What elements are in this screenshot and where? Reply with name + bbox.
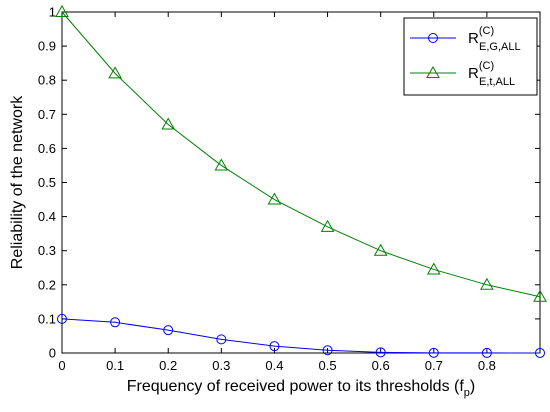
y-tick-label: 0.5 <box>38 175 56 190</box>
y-tick-label: 0.8 <box>38 73 56 88</box>
y-tick-label: 0 <box>49 346 56 361</box>
x-axis-ticks: 0 0.1 0.2 0.3 0.4 0.5 0.6 0.7 0.8 <box>58 12 496 373</box>
x-tick-label: 0.1 <box>106 358 124 373</box>
legend-label: R(C) E,G,ALL <box>468 25 521 53</box>
y-tick-label: 0.1 <box>38 311 56 326</box>
data-point <box>267 192 282 205</box>
series-2 <box>55 4 547 302</box>
data-point <box>533 289 547 302</box>
data-point <box>535 347 545 358</box>
x-tick-label: 0 <box>58 358 65 373</box>
y-axis-ticks: 0 0.1 0.2 0.3 0.4 0.5 0.6 0.7 0.8 0.9 1 <box>38 5 540 361</box>
y-tick-label: 0.3 <box>38 243 56 258</box>
data-point <box>214 158 229 171</box>
y-tick-label: 0.9 <box>38 39 56 54</box>
x-tick-label: 0.7 <box>425 358 443 373</box>
data-point <box>428 347 439 358</box>
legend-box <box>403 17 538 96</box>
y-tick-label: 0.6 <box>38 141 56 156</box>
data-point <box>57 313 67 324</box>
x-tick-label: 0.3 <box>212 358 230 373</box>
legend-label: R(C) E,t,ALL <box>468 60 515 88</box>
data-point <box>55 4 69 17</box>
y-tick-label: 0.4 <box>38 209 56 224</box>
legend-marker <box>428 33 438 43</box>
series-line <box>61 318 541 354</box>
data-point <box>320 219 335 232</box>
data-point <box>108 66 122 79</box>
data-point <box>322 345 333 356</box>
data-point <box>110 317 121 328</box>
x-tick-label: 0.5 <box>319 358 337 373</box>
y-tick-label: 1 <box>49 5 56 20</box>
x-axis-label: Frequency of received power to its thres… <box>127 378 476 399</box>
data-point <box>481 347 492 358</box>
data-point <box>375 347 386 358</box>
series-layer <box>55 4 547 358</box>
data-point <box>163 325 174 336</box>
data-point <box>161 117 176 130</box>
legend-item: R(C) E,t,ALL <box>410 60 515 88</box>
x-tick-label: 0.2 <box>159 358 177 373</box>
y-tick-label: 0.2 <box>38 277 56 292</box>
data-point <box>373 243 388 256</box>
y-tick-label: 0.7 <box>38 107 56 122</box>
x-tick-label: 0.4 <box>265 358 283 373</box>
series-1 <box>57 313 545 358</box>
x-tick-label: 0.6 <box>372 358 390 373</box>
y-axis-label: Reliability of the network <box>9 95 26 269</box>
legend-marker <box>426 65 440 78</box>
data-point <box>216 334 227 345</box>
x-tick-label: 0.8 <box>478 358 496 373</box>
series-line <box>61 11 541 298</box>
data-point <box>269 341 280 352</box>
legend: R(C) E,G,ALL R(C) E,t,ALL <box>403 17 538 96</box>
legend-item: R(C) E,G,ALL <box>410 25 521 53</box>
data-point <box>480 277 494 290</box>
data-point <box>426 262 441 275</box>
